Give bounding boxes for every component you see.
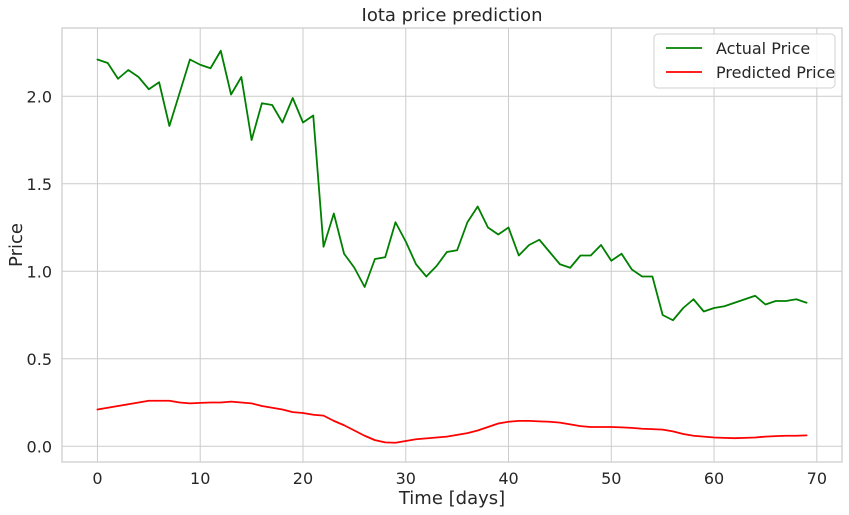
- plot-frame: [61, 27, 843, 463]
- x-tick-label: 0: [92, 469, 102, 488]
- y-tick-label: 1.5: [27, 175, 52, 194]
- y-tick-label: 0.5: [27, 350, 52, 369]
- predicted-price-line: [96, 399, 808, 444]
- y-tick-label: 1.0: [27, 262, 52, 281]
- legend-label-actual: Actual Price: [716, 39, 810, 58]
- legend-label-predicted: Predicted Price: [716, 63, 835, 82]
- chart-title: Iota price prediction: [362, 5, 543, 26]
- y-axis-label: Price: [6, 223, 27, 267]
- y-tick-label: 0.0: [27, 437, 52, 456]
- x-tick-label: 30: [396, 469, 416, 488]
- x-tick-label: 60: [704, 469, 724, 488]
- grid-lines: [62, 28, 842, 462]
- legend: Actual Price Predicted Price: [653, 33, 836, 89]
- x-tick-label: 70: [807, 469, 827, 488]
- y-tick-label: 2.0: [27, 87, 52, 106]
- x-tick-label: 20: [293, 469, 313, 488]
- tick-labels: 0 10 20 30 40 50 60 70 0.0 0.5 1.0 1.5 2.0: [27, 87, 827, 488]
- x-tick-label: 10: [190, 469, 210, 488]
- series-lines: [96, 49, 808, 444]
- x-tick-label: 50: [601, 469, 621, 488]
- x-tick-label: 40: [498, 469, 518, 488]
- x-axis-label: Time [days]: [398, 488, 505, 509]
- actual-price-line: [96, 49, 808, 322]
